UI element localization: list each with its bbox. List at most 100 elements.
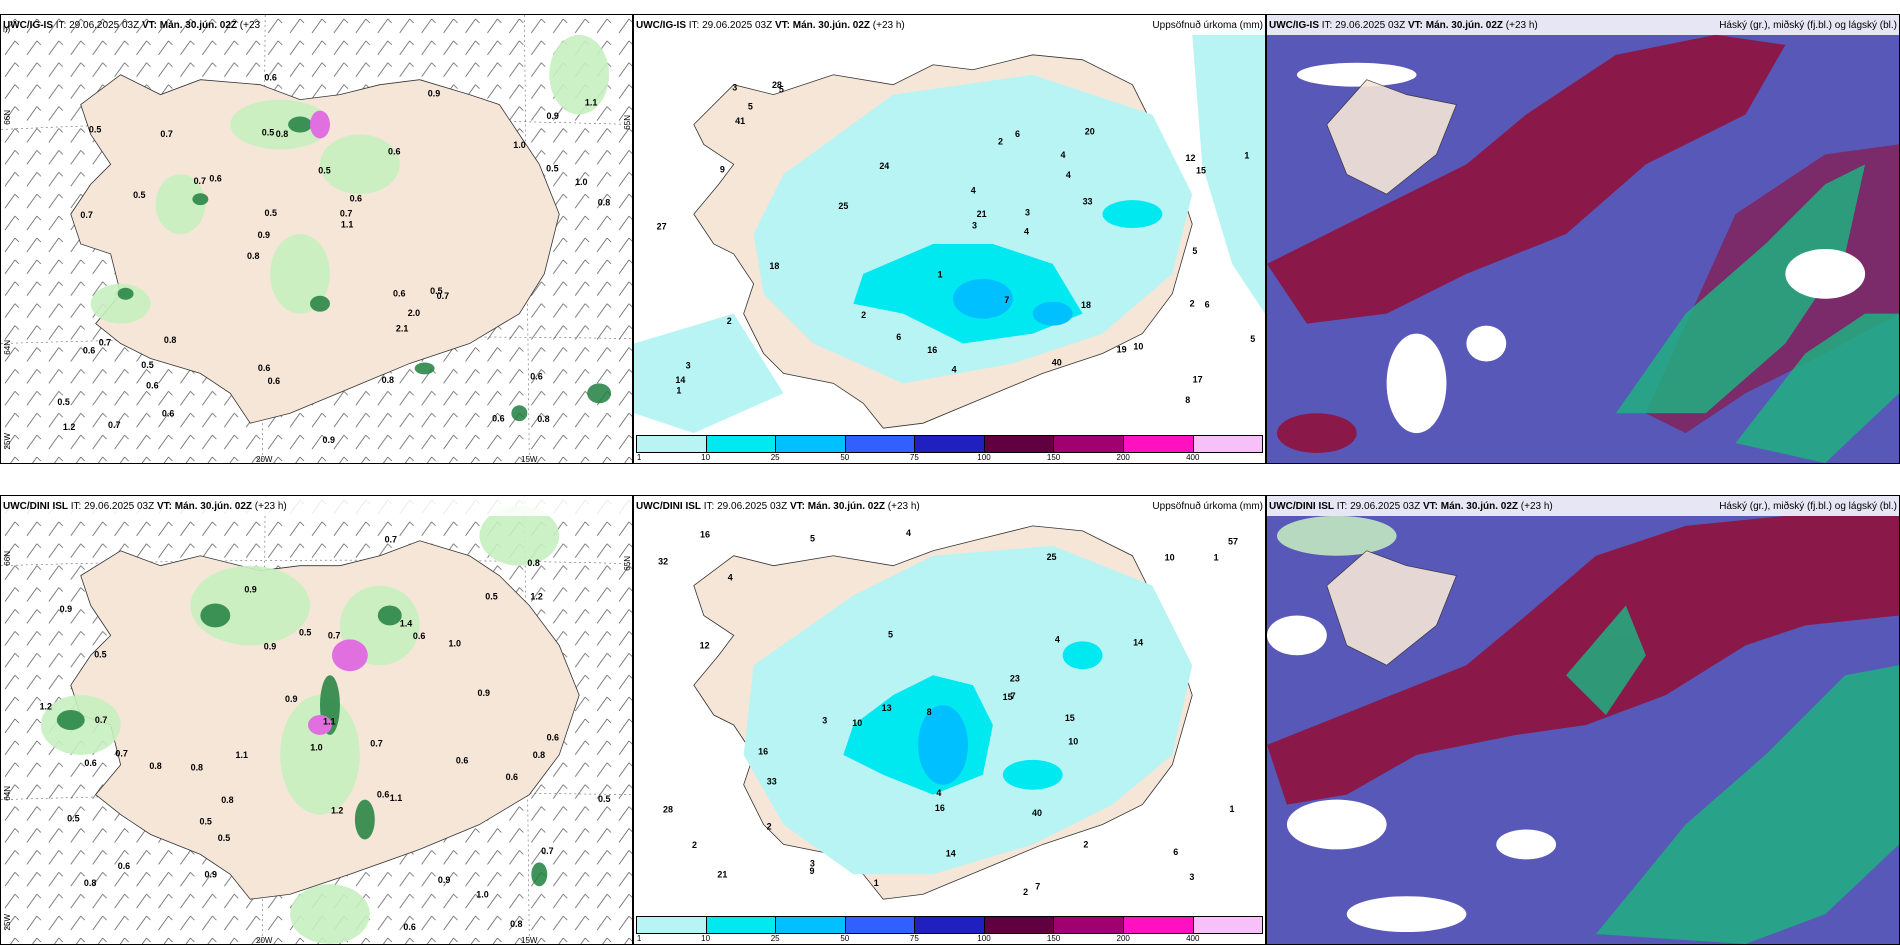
value-label: 0.8 <box>510 919 522 929</box>
colorbar-cell <box>845 917 916 933</box>
lon-label: 15W <box>521 455 538 464</box>
colorbar-tick: 200 <box>1116 934 1130 943</box>
precip-colorbar: 1 10 25 50 75 100 150 200 400 <box>636 435 1263 462</box>
colorbar-cell <box>845 436 916 452</box>
value-label: 5 <box>1250 334 1255 344</box>
value-label: 20 <box>1085 127 1095 137</box>
value-label: 0.8 <box>221 795 233 805</box>
lat-label: 65N <box>623 115 632 130</box>
colorbar-cell <box>776 436 846 452</box>
value-label: 4 <box>1024 226 1029 236</box>
value-label: 0.7 <box>194 176 206 186</box>
colorbar-tick: 150 <box>1046 453 1061 462</box>
value-label: 2 <box>998 136 1003 146</box>
value-label: 18 <box>769 261 779 271</box>
panel-field-title: Háský (gr.), miðský (fj.bl.) og lágský (… <box>1719 19 1897 31</box>
lon-label: 25W <box>3 433 12 450</box>
value-label: 6 <box>1173 847 1178 857</box>
value-label: 0.6 <box>403 922 415 932</box>
colorbar-tick: 25 <box>770 934 780 943</box>
iceland-outline <box>1326 79 1457 195</box>
colorbar-cell <box>1193 436 1263 452</box>
value-label: 0.9 <box>244 584 256 594</box>
value-label: 0.7 <box>95 715 107 725</box>
value-label: 0.8 <box>527 558 539 568</box>
value-label: 0.6 <box>209 173 221 183</box>
precip-map: 1232543345101413162515129103240572321141… <box>658 525 1238 900</box>
value-label: 0.9 <box>258 230 270 240</box>
lon-label: 20W <box>256 936 273 945</box>
wind-values: 0.80.70.90.80.60.70.50.50.70.60.50.60.80… <box>57 72 610 445</box>
precip-values: 2325610446357543681217181820252428271940… <box>657 80 1256 405</box>
value-label: 24 <box>879 161 889 171</box>
value-label: 4 <box>971 185 976 195</box>
colorbar-cell <box>706 917 777 933</box>
value-label: 0.7 <box>328 630 340 640</box>
panel-dini-precip: UWC/DINI ISL IT: 29.06.2025 03Z VT: Mán.… <box>633 495 1266 945</box>
value-label: 33 <box>767 776 777 786</box>
colorbar-tick: 1 <box>636 934 642 943</box>
value-label: 0.5 <box>485 592 497 602</box>
lead-continuation: h) <box>3 25 11 34</box>
value-label: 0.8 <box>537 414 549 424</box>
value-label: 0.7 <box>541 846 553 856</box>
value-label: 19 <box>1117 344 1127 354</box>
colorbar-cell <box>637 436 707 452</box>
value-label: 10 <box>1133 342 1143 352</box>
value-label: 27 <box>657 221 667 231</box>
value-label: 1.0 <box>575 177 587 187</box>
colorbar-cell <box>1054 436 1124 452</box>
value-label: 0.6 <box>84 758 96 768</box>
value-label: 1.1 <box>585 97 597 107</box>
panel-igis-wind: UWC/IG-IS IT: 29.06.2025 03Z VT: Mán. 30… <box>0 14 633 464</box>
value-label: 15 <box>1003 692 1013 702</box>
value-label: 0.7 <box>385 535 397 545</box>
colorbar-cell <box>1193 917 1263 933</box>
precip-light <box>634 24 1265 434</box>
wind-map: 0.80.70.90.80.60.70.50.50.70.60.50.60.80… <box>1 15 632 463</box>
clear-sky <box>1267 615 1557 933</box>
lat-label: 64N <box>3 786 12 801</box>
value-label: 14 <box>675 375 685 385</box>
value-label: 0.7 <box>108 420 120 430</box>
colorbar-cell <box>1123 917 1194 933</box>
value-label: 0.8 <box>164 335 176 345</box>
precip-heavy <box>918 705 968 785</box>
value-label: 1.1 <box>341 219 353 229</box>
panel-field-title: Uppsöfnuð úrkoma (mm) <box>1152 500 1263 512</box>
colorbar-cell <box>1054 917 1124 933</box>
precip-pink <box>308 639 368 735</box>
value-label: 0.6 <box>146 381 158 391</box>
value-label: 0.5 <box>299 628 311 638</box>
value-label: 28 <box>663 805 673 815</box>
value-label: 0.7 <box>99 337 111 347</box>
value-label: 0.6 <box>547 733 559 743</box>
value-label: 16 <box>927 345 937 355</box>
value-label: 2 <box>692 840 697 850</box>
value-label: 2 <box>1190 298 1195 308</box>
value-label: 0.5 <box>199 816 211 826</box>
clear-sky <box>1296 62 1866 434</box>
value-label: 1.0 <box>513 140 525 150</box>
cloud-low-layer <box>1276 515 1899 944</box>
colorbar-cell <box>984 917 1055 933</box>
value-label: 0.6 <box>393 289 405 299</box>
lat-label: 64N <box>3 340 12 355</box>
value-label: 8 <box>927 707 932 717</box>
value-label: 5 <box>748 101 753 111</box>
colorbar-tick: 25 <box>770 453 780 462</box>
value-label: 1.2 <box>331 805 343 815</box>
value-label: 4 <box>1061 150 1066 160</box>
precip-map: 2325610446357543681217181820252428271940… <box>634 24 1265 434</box>
value-label: 2.0 <box>408 308 420 318</box>
panel-title: UWC/IG-IS IT: 29.06.2025 03Z VT: Mán. 30… <box>636 19 905 31</box>
value-label: 2 <box>767 822 772 832</box>
value-label: 14 <box>1133 638 1143 648</box>
value-label: 0.8 <box>247 251 259 261</box>
wind-map: 0.80.70.60.90.70.50.60.81.00.5 0.61.00.50… <box>1 496 632 944</box>
value-label: 21 <box>977 209 987 219</box>
value-label: 16 <box>758 746 768 756</box>
panel-igis-cloud: UWC/IG-IS IT: 29.06.2025 03Z VT: Mán. 30… <box>1266 14 1900 464</box>
value-label: 0.8 <box>149 761 161 771</box>
value-label: 1.1 <box>236 750 248 760</box>
